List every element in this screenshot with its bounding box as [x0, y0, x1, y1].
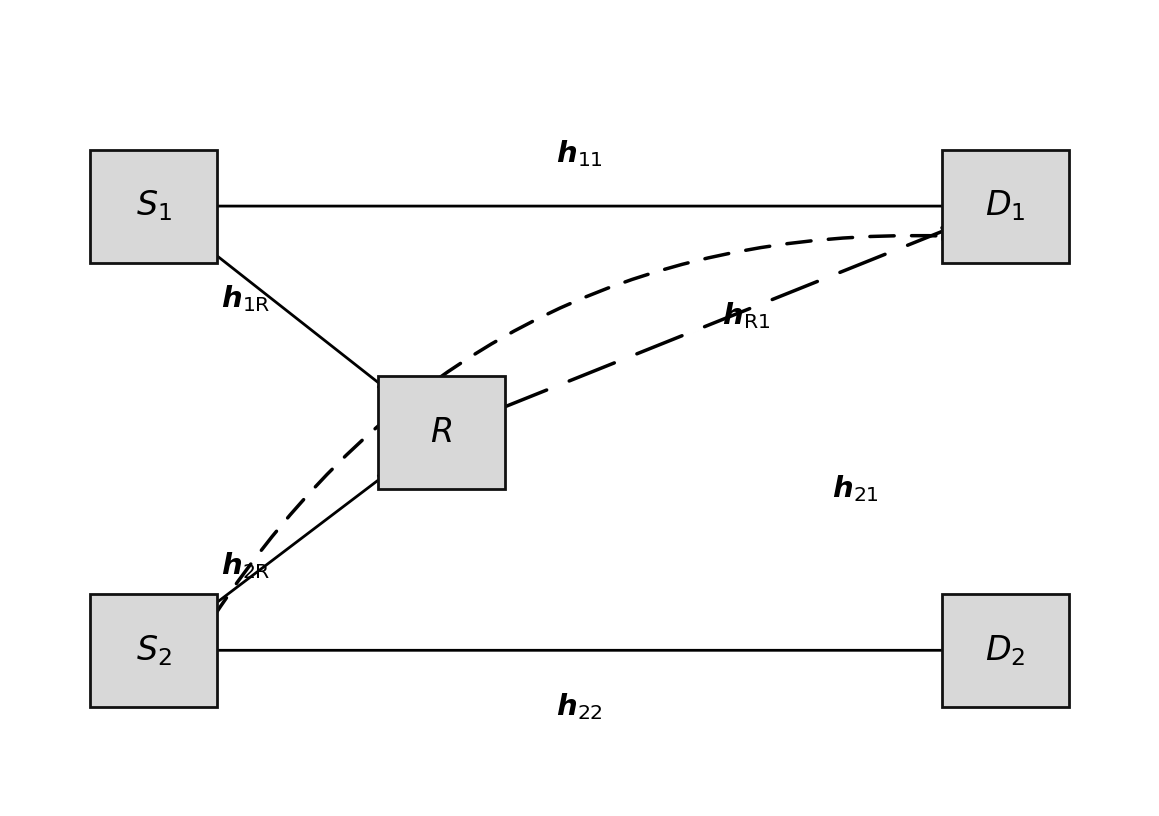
- Text: $R$: $R$: [430, 415, 452, 449]
- Text: $\boldsymbol{h}_{21}$: $\boldsymbol{h}_{21}$: [832, 473, 880, 504]
- Text: $\boldsymbol{h}_{\mathrm{1R}}$: $\boldsymbol{h}_{\mathrm{1R}}$: [221, 284, 270, 314]
- Text: $S_2$: $S_2$: [136, 633, 172, 667]
- FancyBboxPatch shape: [378, 375, 504, 489]
- FancyBboxPatch shape: [90, 594, 217, 707]
- FancyBboxPatch shape: [942, 149, 1069, 263]
- Text: $\boldsymbol{h}_{11}$: $\boldsymbol{h}_{11}$: [556, 138, 603, 169]
- Text: $\boldsymbol{h}_{22}$: $\boldsymbol{h}_{22}$: [556, 691, 603, 722]
- FancyBboxPatch shape: [942, 594, 1069, 707]
- Text: $S_1$: $S_1$: [136, 188, 172, 224]
- Text: $D_1$: $D_1$: [985, 188, 1026, 224]
- Text: $\boldsymbol{h}_{\mathrm{2R}}$: $\boldsymbol{h}_{\mathrm{2R}}$: [221, 550, 270, 581]
- Text: $\boldsymbol{h}_{\mathrm{R1}}$: $\boldsymbol{h}_{\mathrm{R1}}$: [722, 299, 771, 330]
- Text: $D_2$: $D_2$: [985, 633, 1026, 667]
- FancyBboxPatch shape: [90, 149, 217, 263]
